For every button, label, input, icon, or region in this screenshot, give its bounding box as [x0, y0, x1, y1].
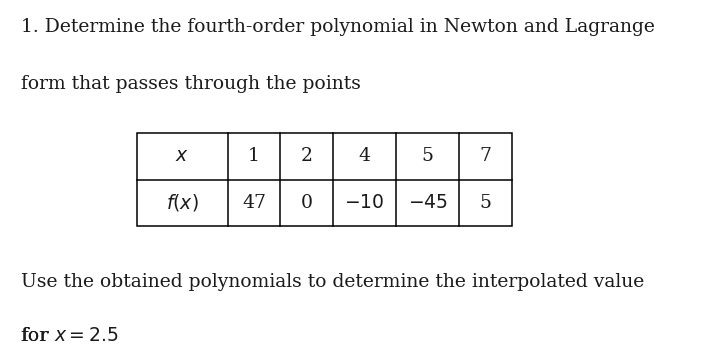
- Text: $f(x)$: $f(x)$: [166, 192, 198, 213]
- Text: 1: 1: [248, 147, 260, 165]
- Text: 7: 7: [479, 147, 491, 165]
- Text: form that passes through the points: form that passes through the points: [21, 75, 361, 93]
- Text: for: for: [21, 327, 54, 345]
- Text: 1. Determine the fourth-order polynomial in Newton and Lagrange: 1. Determine the fourth-order polynomial…: [21, 18, 655, 36]
- Text: 0: 0: [301, 194, 313, 212]
- Text: $-10$: $-10$: [344, 194, 385, 212]
- Text: for $x = 2.5$: for $x = 2.5$: [21, 327, 118, 345]
- Text: $-45$: $-45$: [408, 194, 447, 212]
- Text: 5: 5: [421, 147, 434, 165]
- Text: $x$: $x$: [175, 147, 189, 165]
- Text: 47: 47: [242, 194, 266, 212]
- Text: 4: 4: [358, 147, 371, 165]
- Text: Use the obtained polynomials to determine the interpolated value: Use the obtained polynomials to determin…: [21, 273, 644, 291]
- Text: 2: 2: [301, 147, 313, 165]
- Bar: [137, 133, 512, 226]
- Text: 5: 5: [479, 194, 491, 212]
